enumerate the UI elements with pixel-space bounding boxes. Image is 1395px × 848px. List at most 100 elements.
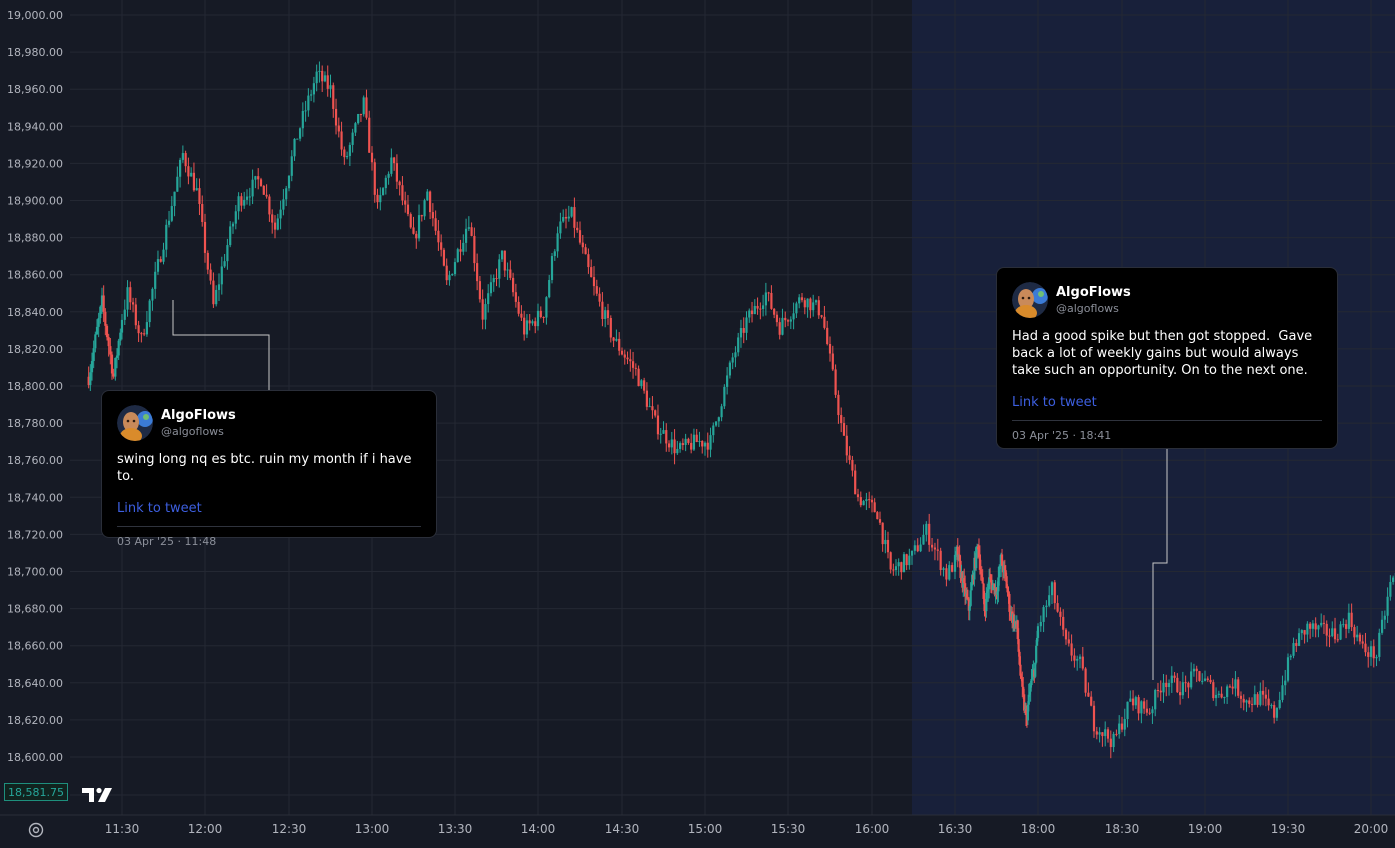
candle-body xyxy=(1176,677,1179,693)
candle-body xyxy=(1311,623,1314,629)
candle-body xyxy=(362,97,365,115)
candle-body xyxy=(517,301,520,314)
candle-body xyxy=(254,176,257,180)
candle-body xyxy=(359,113,363,115)
candle-body xyxy=(1345,624,1348,629)
candle-body xyxy=(1295,643,1298,646)
candle-body xyxy=(1137,697,1140,714)
candle-body xyxy=(401,185,404,201)
tweet-link[interactable]: Link to tweet xyxy=(1012,395,1097,410)
last-price-badge: 18,581.75 xyxy=(4,783,68,801)
candle-body xyxy=(991,584,994,590)
candle-body xyxy=(1350,612,1353,628)
candle-body xyxy=(1383,615,1386,620)
candle-body xyxy=(126,287,129,310)
candle-body xyxy=(398,181,401,186)
candle-body xyxy=(304,110,307,112)
tweet-link[interactable]: Link to tweet xyxy=(117,501,202,516)
candle-body xyxy=(129,287,132,303)
candle-body xyxy=(357,113,360,124)
candle-body xyxy=(437,230,440,243)
y-tick-label: 18,620.00 xyxy=(7,714,63,727)
tweet-divider xyxy=(1012,420,1322,421)
settings-gear-icon[interactable] xyxy=(27,821,45,839)
candle-body xyxy=(590,267,593,278)
candle-body xyxy=(290,156,293,176)
candle-body xyxy=(851,459,854,471)
candle-body xyxy=(102,295,105,312)
y-tick-label: 18,820.00 xyxy=(7,343,63,356)
candle-body xyxy=(1109,738,1112,748)
candle-body xyxy=(673,439,676,454)
candle-body xyxy=(1367,652,1370,657)
candle-body xyxy=(933,547,937,550)
candle-body xyxy=(567,216,570,219)
candle-body xyxy=(412,227,415,234)
candle-body xyxy=(404,200,407,205)
candle-body xyxy=(767,292,770,294)
candle-body xyxy=(859,497,862,506)
candle-body xyxy=(134,304,137,326)
candle-body xyxy=(237,196,240,212)
candle-body xyxy=(951,565,954,572)
candle-body xyxy=(481,299,484,320)
candle-body xyxy=(1248,700,1251,704)
candle-body xyxy=(114,357,117,377)
candle-body xyxy=(595,286,598,294)
x-tick-label: 13:30 xyxy=(438,822,473,836)
candle-body xyxy=(332,85,335,109)
candle-body xyxy=(731,357,734,363)
candle-body xyxy=(612,337,615,341)
x-tick-label: 13:00 xyxy=(355,822,390,836)
tradingview-logo-icon[interactable] xyxy=(82,785,114,803)
candle-body xyxy=(287,175,291,189)
candle-body xyxy=(770,292,773,309)
candle-body xyxy=(1206,678,1209,680)
candle-body xyxy=(980,573,983,578)
candle-body xyxy=(271,214,274,223)
candle-body xyxy=(310,94,313,96)
candle-body xyxy=(337,125,340,132)
candle-body xyxy=(1289,655,1292,658)
candle-body xyxy=(1173,675,1176,678)
tweet-timestamp: 03 Apr '25 · 11:48 xyxy=(117,535,217,548)
candle-body xyxy=(553,251,556,257)
tweet-card-1: AlgoFlows @algoflows swing long nq es bt… xyxy=(101,390,437,548)
candle-body xyxy=(123,309,126,320)
candle-body xyxy=(897,562,900,567)
candle-body xyxy=(1056,603,1059,612)
candle-body xyxy=(902,554,906,573)
candle-body xyxy=(587,254,590,268)
candle-body xyxy=(1195,668,1198,672)
candle-body xyxy=(814,300,818,303)
candle-body xyxy=(1050,582,1054,596)
x-tick-label: 19:30 xyxy=(1271,822,1306,836)
candle-body xyxy=(878,519,882,523)
candle-body xyxy=(90,361,94,373)
candle-body xyxy=(1386,596,1389,616)
candle-body xyxy=(1273,705,1276,718)
candle-body xyxy=(273,222,277,230)
candle-body xyxy=(473,235,476,264)
candle-body xyxy=(1039,621,1042,627)
candle-body xyxy=(831,353,834,370)
candle-body xyxy=(484,304,487,320)
candle-body xyxy=(984,611,987,613)
candle-body xyxy=(967,598,970,611)
candle-body xyxy=(326,75,329,89)
candle-body xyxy=(1220,693,1223,698)
candle-body xyxy=(1019,664,1022,676)
candle-body xyxy=(268,196,271,215)
candle-body xyxy=(687,438,690,443)
candle-body xyxy=(1380,619,1384,633)
candle-body xyxy=(1333,628,1337,640)
candle-body xyxy=(1378,632,1381,657)
y-tick-label: 18,860.00 xyxy=(7,269,63,282)
candle-body xyxy=(343,149,346,158)
candle-body xyxy=(570,207,573,217)
candle-body xyxy=(701,440,704,447)
candle-body xyxy=(601,301,604,319)
candle-body xyxy=(348,144,351,157)
candle-body xyxy=(1201,680,1204,682)
candle-body xyxy=(1347,612,1350,629)
